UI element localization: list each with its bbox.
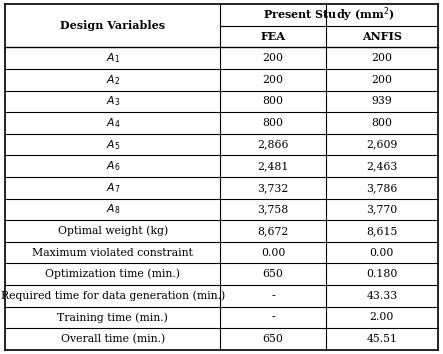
- Text: Training time (min.): Training time (min.): [57, 312, 168, 322]
- Text: $A_6$: $A_6$: [105, 159, 120, 173]
- Text: 200: 200: [371, 53, 392, 63]
- Text: 2,481: 2,481: [257, 161, 289, 171]
- Text: 2,866: 2,866: [257, 139, 289, 150]
- Text: 0.00: 0.00: [370, 247, 394, 258]
- Text: $A_1$: $A_1$: [106, 51, 120, 65]
- Text: $A_2$: $A_2$: [106, 73, 120, 87]
- Text: FEA: FEA: [260, 31, 286, 42]
- Text: 8,672: 8,672: [257, 226, 289, 236]
- Text: 650: 650: [263, 334, 284, 344]
- Text: 3,770: 3,770: [366, 204, 397, 215]
- Text: Present Study (mm$^2$): Present Study (mm$^2$): [263, 6, 395, 24]
- Text: 650: 650: [263, 269, 284, 279]
- Text: 0.00: 0.00: [261, 247, 285, 258]
- Text: 3,786: 3,786: [366, 183, 398, 193]
- Text: Optimization time (min.): Optimization time (min.): [45, 269, 180, 279]
- Text: 800: 800: [263, 118, 284, 128]
- Text: $A_8$: $A_8$: [105, 202, 120, 216]
- Text: $A_7$: $A_7$: [105, 181, 120, 195]
- Text: 200: 200: [371, 75, 392, 85]
- Text: Required time for data generation (min.): Required time for data generation (min.): [0, 291, 225, 301]
- Text: 800: 800: [371, 118, 392, 128]
- Text: Design Variables: Design Variables: [60, 20, 165, 32]
- Text: -: -: [272, 291, 275, 301]
- Text: 800: 800: [263, 96, 284, 107]
- Text: Overall time (min.): Overall time (min.): [61, 334, 165, 344]
- Text: 8,615: 8,615: [366, 226, 398, 236]
- Text: Maximum violated constraint: Maximum violated constraint: [32, 247, 193, 258]
- Text: 3,758: 3,758: [257, 204, 289, 215]
- Text: 2.00: 2.00: [370, 312, 394, 322]
- Text: 939: 939: [372, 96, 392, 107]
- Text: 3,732: 3,732: [257, 183, 289, 193]
- Text: Optimal weight (kg): Optimal weight (kg): [58, 226, 168, 236]
- Text: $A_5$: $A_5$: [105, 138, 120, 152]
- Text: 43.33: 43.33: [366, 291, 397, 301]
- Text: 200: 200: [263, 75, 284, 85]
- Text: -: -: [272, 312, 275, 322]
- Text: 0.180: 0.180: [366, 269, 398, 279]
- Text: 200: 200: [263, 53, 284, 63]
- Text: 2,463: 2,463: [366, 161, 398, 171]
- Text: $A_4$: $A_4$: [105, 116, 120, 130]
- Text: $A_3$: $A_3$: [105, 95, 120, 108]
- Text: 2,609: 2,609: [366, 139, 398, 150]
- Text: ANFIS: ANFIS: [362, 31, 402, 42]
- Text: 45.51: 45.51: [366, 334, 397, 344]
